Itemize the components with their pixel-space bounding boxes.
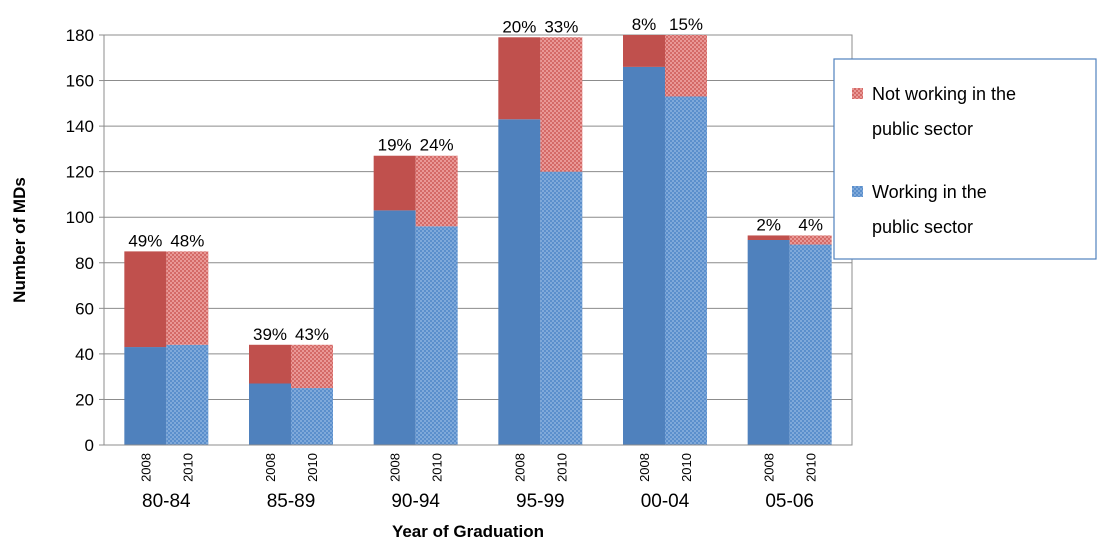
sub-tick-label-90-94-2010: 2010 <box>430 453 445 482</box>
bar-not-working-95-99-2010 <box>540 37 583 172</box>
sub-tick-label-90-94-2008: 2008 <box>388 453 403 482</box>
legend-label-working-line2: public sector <box>872 217 973 237</box>
group-label-95-99: 95-99 <box>516 491 565 512</box>
bar-not-working-90-94-2008 <box>373 155 416 211</box>
bar-working-05-06-2008 <box>747 240 790 445</box>
bar-working-80-84-2008 <box>124 347 167 445</box>
y-tick-label-60: 60 <box>75 299 94 318</box>
percent-label-00-04-2010: 15% <box>669 15 703 34</box>
bars <box>124 35 832 446</box>
legend-label-not-working-line2: public sector <box>872 119 973 139</box>
x-axis-title: Year of Graduation <box>392 522 544 541</box>
y-tick-label-180: 180 <box>66 26 94 45</box>
bar-working-00-04-2010 <box>665 96 707 445</box>
bar-working-95-99-2008 <box>498 119 541 446</box>
bar-not-working-00-04-2010 <box>665 35 707 97</box>
sub-tick-label-05-06-2008: 2008 <box>762 453 777 482</box>
percent-label-95-99-2008: 20% <box>502 17 536 36</box>
sub-tick-label-85-89-2010: 2010 <box>305 453 320 482</box>
percent-label-80-84-2010: 48% <box>170 231 204 250</box>
y-tick-label-120: 120 <box>66 163 94 182</box>
bar-working-80-84-2010 <box>166 344 209 445</box>
y-tick-label-100: 100 <box>66 208 94 227</box>
bar-working-95-99-2010 <box>540 171 583 445</box>
bar-working-00-04-2008 <box>623 66 665 445</box>
bar-not-working-90-94-2010 <box>415 155 458 227</box>
y-tick-label-20: 20 <box>75 390 94 409</box>
y-tick-label-140: 140 <box>66 117 94 136</box>
sub-tick-label-85-89-2008: 2008 <box>263 453 278 482</box>
legend-label-not-working-line1: Not working in the <box>872 84 1016 104</box>
legend-swatch-working <box>852 186 863 197</box>
sub-tick-label-00-04-2010: 2010 <box>679 453 694 482</box>
y-tick-label-0: 0 <box>85 436 94 455</box>
legend: Not working in the public sector Working… <box>833 58 1097 260</box>
sub-tick-label-05-06-2010: 2010 <box>804 453 819 482</box>
plot-area-border <box>103 34 853 446</box>
percent-label-85-89-2008: 39% <box>253 325 287 344</box>
percent-label-95-99-2010: 33% <box>544 17 578 36</box>
bar-working-85-89-2008 <box>249 383 291 445</box>
sub-tick-label-95-99-2010: 2010 <box>554 453 569 482</box>
percent-label-00-04-2008: 8% <box>632 15 657 34</box>
percent-label-05-06-2010: 4% <box>798 215 823 234</box>
gridlines <box>103 34 853 446</box>
legend-box <box>833 58 1097 260</box>
bar-not-working-05-06-2010 <box>789 235 832 245</box>
bar-not-working-85-89-2008 <box>249 344 291 384</box>
bar-not-working-80-84-2010 <box>166 251 209 345</box>
percent-label-85-89-2010: 43% <box>295 325 329 344</box>
bar-not-working-05-06-2008 <box>747 235 790 240</box>
bar-not-working-80-84-2008 <box>124 251 167 348</box>
group-label-00-04: 00-04 <box>641 491 690 512</box>
axes: 0 20 40 60 80 100 120 140 160 180 <box>66 26 852 455</box>
sub-tick-label-00-04-2008: 2008 <box>637 453 652 482</box>
bar-not-working-00-04-2008 <box>623 35 665 67</box>
percent-label-90-94-2008: 19% <box>378 136 412 155</box>
legend-label-working-line1: Working in the <box>872 182 987 202</box>
legend-swatch-not-working <box>852 88 863 99</box>
bar-working-05-06-2010 <box>789 244 832 445</box>
y-tick-label-80: 80 <box>75 254 94 273</box>
y-axis-title: Number of MDs <box>10 177 29 303</box>
percent-label-80-84-2008: 49% <box>128 231 162 250</box>
labels: 49% 2008 48% 2010 80-84 39% 2008 43% 2010 85-89 19… <box>128 15 823 512</box>
bar-working-85-89-2010 <box>291 388 333 445</box>
bar-working-90-94-2010 <box>415 226 458 445</box>
sub-tick-label-80-84-2010: 2010 <box>180 453 195 482</box>
group-label-90-94: 90-94 <box>391 491 440 512</box>
group-label-05-06: 05-06 <box>765 491 814 512</box>
y-tick-label-40: 40 <box>75 345 94 364</box>
bar-not-working-95-99-2008 <box>498 37 541 120</box>
sub-tick-label-80-84-2008: 2008 <box>138 453 153 482</box>
group-label-85-89: 85-89 <box>267 491 316 512</box>
sub-tick-label-95-99-2008: 2008 <box>512 453 527 482</box>
y-tick-label-160: 160 <box>66 72 94 91</box>
percent-label-90-94-2010: 24% <box>420 136 454 155</box>
bar-working-90-94-2008 <box>373 210 416 445</box>
bar-not-working-85-89-2010 <box>291 344 333 389</box>
group-label-80-84: 80-84 <box>142 491 191 512</box>
percent-label-05-06-2008: 2% <box>756 215 781 234</box>
